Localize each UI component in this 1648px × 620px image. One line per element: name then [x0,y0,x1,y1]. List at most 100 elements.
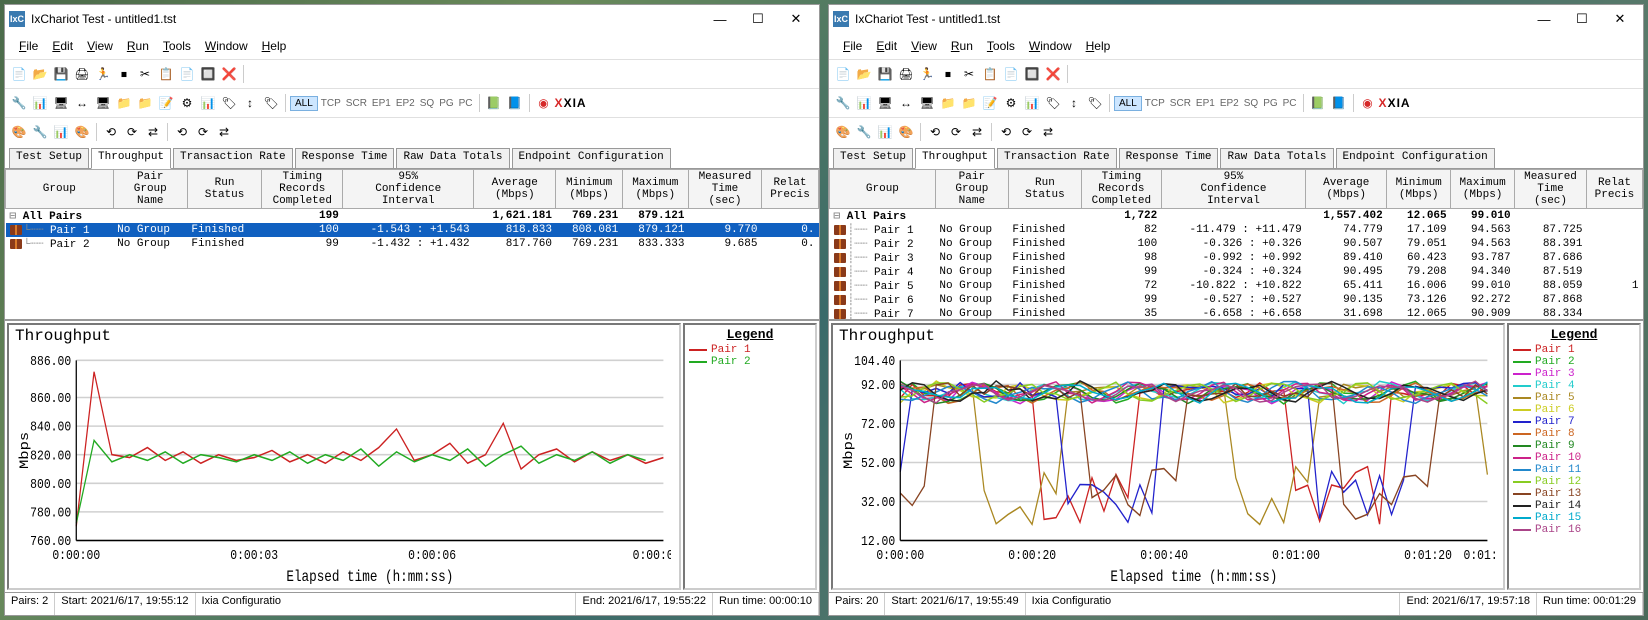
toolbar3-btn-6[interactable]: ⟳ [946,122,966,142]
minimize-button[interactable]: — [1525,7,1563,31]
results-grid[interactable]: GroupPairGroupNameRunStatusTimingRecords… [5,169,819,321]
menu-edit[interactable]: Edit [46,37,79,55]
toolbar2-btn-10[interactable]: 🏷 [1043,93,1063,113]
tb-extra-1[interactable]: 📗 [484,93,504,113]
toolbar1-btn-4[interactable]: 🏃 [917,64,937,84]
toolbar3-btn-2[interactable]: 📊 [51,122,71,142]
toolbar1-btn-0[interactable]: 📄 [833,64,853,84]
toolbar2-btn-12[interactable]: 🏷 [261,93,281,113]
grid-header[interactable]: Average(Mbps) [1306,170,1387,209]
tab-test-setup[interactable]: Test Setup [833,148,913,168]
toolbar2-btn-3[interactable]: ↔ [896,93,916,113]
toolbar3-btn-9[interactable]: ⟲ [172,122,192,142]
toolbar2-btn-4[interactable]: 🖥 [93,93,113,113]
grid-header[interactable]: RunStatus [187,170,261,209]
grid-header[interactable]: MeasuredTime(sec) [1515,170,1587,209]
toolbar3-btn-9[interactable]: ⟲ [996,122,1016,142]
toolbar1-btn-2[interactable]: 💾 [875,64,895,84]
menu-file[interactable]: File [837,37,868,55]
filter-tcp[interactable]: TCP [1143,98,1167,109]
toolbar1-btn-7[interactable]: 📋 [980,64,1000,84]
toolbar2-btn-9[interactable]: 📊 [198,93,218,113]
toolbar1-btn-8[interactable]: 📄 [177,64,197,84]
menu-tools[interactable]: Tools [157,37,197,55]
menu-run[interactable]: Run [121,37,155,55]
tab-response-time[interactable]: Response Time [295,148,395,168]
grid-row[interactable]: ┊┈┈ Pair 2No GroupFinished100-0.326 : +0… [830,237,1643,251]
grid-header[interactable]: MeasuredTime(sec) [688,170,761,209]
grid-row[interactable]: ┊┈┈ Pair 1No GroupFinished82-11.479 : +1… [830,223,1643,237]
menu-window[interactable]: Window [199,37,254,55]
grid-header[interactable]: Maximum(Mbps) [1451,170,1515,209]
toolbar2-btn-0[interactable]: 🔧 [833,93,853,113]
tb-extra-2[interactable]: 📘 [505,93,525,113]
tab-endpoint-configuration[interactable]: Endpoint Configuration [1336,148,1495,168]
toolbar2-btn-0[interactable]: 🔧 [9,93,29,113]
menu-help[interactable]: Help [1080,37,1117,55]
menu-edit[interactable]: Edit [870,37,903,55]
toolbar2-btn-5[interactable]: 📁 [938,93,958,113]
toolbar1-btn-6[interactable]: ✂ [959,64,979,84]
toolbar3-btn-0[interactable]: 🎨 [833,122,853,142]
toolbar1-btn-9[interactable]: 🔲 [198,64,218,84]
filter-scr[interactable]: SCR [344,98,369,109]
grid-header[interactable]: PairGroupName [935,170,1008,209]
filter-ep2[interactable]: EP2 [394,98,417,109]
toolbar1-btn-4[interactable]: 🏃 [93,64,113,84]
filter-ep1[interactable]: EP1 [370,98,393,109]
tab-test-setup[interactable]: Test Setup [9,148,89,168]
toolbar2-btn-6[interactable]: 📁 [135,93,155,113]
grid-row[interactable]: ┊┈┈ Pair 3No GroupFinished98-0.992 : +0.… [830,251,1643,265]
toolbar3-btn-1[interactable]: 🔧 [30,122,50,142]
titlebar[interactable]: IxC IxChariot Test - untitled1.tst — ☐ ✕ [829,5,1643,33]
toolbar1-btn-10[interactable]: ❌ [219,64,239,84]
grid-header[interactable]: Group [830,170,936,209]
close-button[interactable]: ✕ [1601,7,1639,31]
results-grid[interactable]: GroupPairGroupNameRunStatusTimingRecords… [829,169,1643,321]
tb-extra-2[interactable]: 📘 [1329,93,1349,113]
close-button[interactable]: ✕ [777,7,815,31]
toolbar3-btn-6[interactable]: ⟳ [122,122,142,142]
maximize-button[interactable]: ☐ [1563,7,1601,31]
grid-header[interactable]: Group [6,170,114,209]
tab-transaction-rate[interactable]: Transaction Rate [173,148,293,168]
tab-endpoint-configuration[interactable]: Endpoint Configuration [512,148,671,168]
filter-tcp[interactable]: TCP [319,98,343,109]
grid-row[interactable]: ┊┈┈ Pair 5No GroupFinished72-10.822 : +1… [830,279,1643,293]
toolbar3-btn-11[interactable]: ⇄ [1038,122,1058,142]
filter-all[interactable]: ALL [290,96,318,111]
toolbar2-btn-7[interactable]: 📝 [156,93,176,113]
maximize-button[interactable]: ☐ [739,7,777,31]
grid-row[interactable]: ┊┈┈ Pair 4No GroupFinished99-0.324 : +0.… [830,265,1643,279]
toolbar3-btn-0[interactable]: 🎨 [9,122,29,142]
toolbar2-btn-9[interactable]: 📊 [1022,93,1042,113]
toolbar2-btn-2[interactable]: 🖥 [51,93,71,113]
grid-header[interactable]: Average(Mbps) [474,170,556,209]
toolbar3-btn-2[interactable]: 📊 [875,122,895,142]
grid-header[interactable]: RelatPrecis [762,170,819,209]
menu-file[interactable]: File [13,37,44,55]
filter-ep2[interactable]: EP2 [1218,98,1241,109]
grid-row[interactable]: └┈┈ Pair 2No GroupFinished99-1.432 : +1.… [6,237,819,251]
toolbar1-btn-8[interactable]: 📄 [1001,64,1021,84]
toolbar2-btn-4[interactable]: 🖥 [917,93,937,113]
toolbar1-btn-7[interactable]: 📋 [156,64,176,84]
grid-header[interactable]: RelatPrecis [1586,170,1642,209]
filter-all[interactable]: ALL [1114,96,1142,111]
grid-header[interactable]: Maximum(Mbps) [622,170,688,209]
grid-header[interactable]: RunStatus [1008,170,1081,209]
grid-header[interactable]: PairGroupName [113,170,187,209]
filter-sq[interactable]: SQ [418,98,436,109]
toolbar1-btn-10[interactable]: ❌ [1043,64,1063,84]
toolbar3-btn-11[interactable]: ⇄ [214,122,234,142]
toolbar1-btn-2[interactable]: 💾 [51,64,71,84]
menu-help[interactable]: Help [256,37,293,55]
toolbar1-btn-6[interactable]: ✂ [135,64,155,84]
menu-run[interactable]: Run [945,37,979,55]
toolbar2-btn-8[interactable]: ⚙ [1001,93,1021,113]
grid-row-allpairs[interactable]: ⊟ All Pairs1,7221,557.40212.06599.010 [830,209,1643,224]
tab-response-time[interactable]: Response Time [1119,148,1219,168]
grid-header[interactable]: 95%ConfidenceInterval [1161,170,1305,209]
filter-pc[interactable]: PC [457,98,475,109]
grid-header[interactable]: TimingRecordsCompleted [262,170,343,209]
